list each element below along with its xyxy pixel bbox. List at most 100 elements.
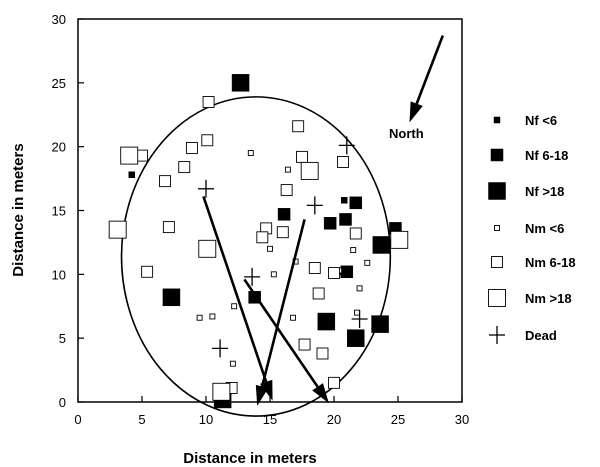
legend-label: Nm 6-18 [525,255,576,270]
arrow-head [312,383,329,404]
point-nf-18 [372,236,391,254]
y-tick-label: 5 [59,331,66,346]
plot-frame [77,18,463,403]
point-nm-6-18 [298,338,311,351]
y-axis-ticks: 0 5 10 15 20 25 30 [52,12,84,410]
point-nm-6 [270,271,277,278]
point-nm-6-18 [201,134,214,147]
point-nm-6-18 [349,227,362,240]
point-nm-6-18 [276,226,289,239]
point-nm-6 [267,245,273,252]
arrow [409,35,445,123]
x-tick-label: 0 [74,412,81,427]
point-nm-6 [209,313,216,320]
point-nm-6-18 [159,175,171,188]
data-points [108,74,409,409]
arrow-shaft [260,219,306,387]
point-nm-6 [229,360,236,367]
y-tick-label: 30 [52,12,66,27]
arrow [243,278,329,404]
point-nm-6 [290,314,296,321]
point-nm-6-18 [328,267,340,280]
point-nm-6 [356,285,363,292]
point-nf-6 [128,171,136,179]
x-axis-ticks: 0 5 10 15 20 25 30 [74,396,469,427]
point-nm-6-18 [178,161,191,174]
legend-label: Nm >18 [525,291,572,306]
legend-marker [490,148,504,162]
point-nf-18 [371,315,389,333]
arrow-shaft [243,278,319,388]
point-dead [338,136,355,155]
x-tick-label: 10 [199,412,213,427]
point-nm-6 [231,303,238,310]
point-nm-6-18 [202,96,215,108]
point-nf-6 [340,197,348,204]
x-tick-label: 20 [327,412,341,427]
legend-label: Nm <6 [525,221,564,236]
y-tick-label: 10 [52,267,66,282]
point-nm-6-18 [316,347,329,360]
legend-label: Nf 6-18 [525,148,568,163]
point-nm-18 [390,230,409,249]
x-tick-label: 25 [391,412,405,427]
y-tick-label: 15 [52,204,66,219]
point-nm-6 [354,309,360,316]
legend-label: Dead [525,328,557,343]
point-nf-6-18 [349,196,363,210]
point-nm-6-18 [185,141,198,154]
point-nm-6 [364,259,371,266]
point-nm-6-18 [256,231,269,244]
legend-marker [489,326,505,344]
arrow-head [409,101,423,123]
point-nm-6-18 [308,262,321,274]
arrow-head [255,384,269,406]
direction-arrows [202,35,445,406]
point-nf-18 [347,329,365,347]
point-dead [306,196,323,215]
point-nm-6-18 [337,156,349,168]
point-nm-6-18 [280,184,293,197]
point-nf-6-18 [323,217,337,230]
arrow-shaft [202,196,268,383]
point-nm-6-18 [162,221,175,234]
legend-marker [494,225,500,231]
north-label: North [389,126,424,141]
point-nf-6-18 [339,213,352,226]
arrow [255,219,306,406]
x-tick-label: 30 [455,412,469,427]
point-dead [244,267,261,286]
distribution-ellipse [120,96,392,417]
legend: Nf <6 Nf 6-18 Nf >18 Nm <6 Nm 6-18 Nm >18 Dead [488,113,576,344]
point-nm-6 [247,150,254,157]
legend-marker [491,256,503,268]
legend-marker [488,182,506,200]
y-tick-label: 0 [59,395,66,410]
point-nm-18 [108,220,127,239]
y-tick-label: 25 [52,76,66,91]
legend-label: Nf <6 [525,113,557,128]
point-dead [351,310,368,329]
legend-label: Nf >18 [525,184,564,199]
point-nm-6-18 [312,287,325,300]
point-nm-6-18 [292,120,305,133]
legend-marker [493,116,501,124]
point-nf-6-18 [277,208,291,221]
point-nm-6-18 [141,265,154,278]
x-tick-label: 5 [138,412,145,427]
point-nm-18 [120,146,139,165]
arrow-shaft [415,35,445,105]
point-nm-6-18 [328,376,340,389]
point-nm-6 [196,314,203,321]
point-nf-18 [317,312,336,331]
point-dead [198,179,214,198]
point-nm-18 [212,382,231,401]
legend-marker [488,289,506,307]
point-nm-6-18 [296,150,308,163]
point-nf-6-18 [340,265,354,279]
point-nm-18 [198,239,217,258]
x-axis-title: Distance in meters [183,450,316,467]
y-axis-title: Distance in meters [10,143,27,276]
point-dead [212,339,229,358]
